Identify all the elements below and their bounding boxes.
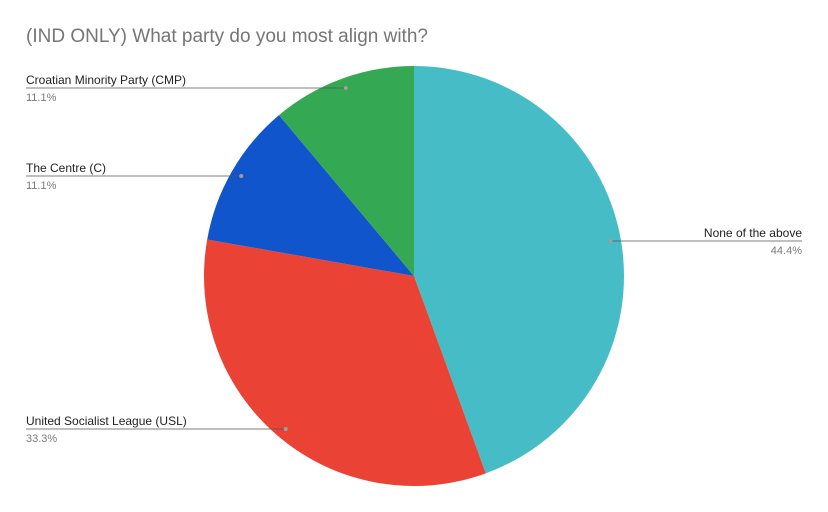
leader-dot-1 <box>283 427 288 431</box>
leader-dot-3 <box>343 86 348 90</box>
slice-percent-3: 11.1% <box>26 92 57 104</box>
slice-label-2: The Centre (C) <box>26 161 106 175</box>
slice-label-0: None of the above <box>704 226 802 240</box>
slice-percent-0: 44.4% <box>771 245 802 257</box>
pie-slice-2 <box>207 115 414 276</box>
leader-dot-0 <box>608 239 613 243</box>
slice-percent-1: 33.3% <box>26 433 57 445</box>
slice-label-3: Croatian Minority Party (CMP) <box>26 73 186 87</box>
leader-dot-2 <box>239 174 244 178</box>
pie-slice-0 <box>414 66 625 474</box>
pie-slices <box>203 65 625 487</box>
chart-title: (IND ONLY) What party do you most align … <box>26 26 428 47</box>
pie-slice-1 <box>203 239 486 487</box>
slice-labels: None of the above 44.4% United Socialist L… <box>26 73 802 445</box>
slice-percent-2: 11.1% <box>26 180 57 192</box>
pie-slice-3 <box>279 65 414 276</box>
slice-label-1: United Socialist League (USL) <box>26 414 187 428</box>
